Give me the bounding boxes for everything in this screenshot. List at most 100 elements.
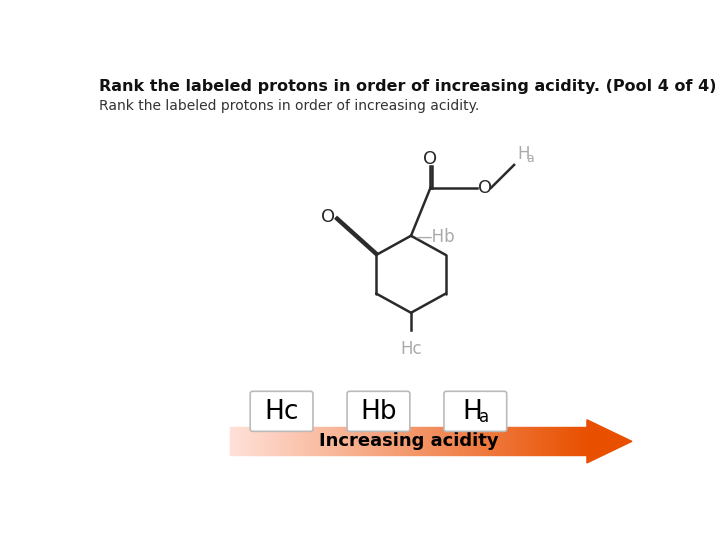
Polygon shape — [342, 427, 345, 455]
Text: a: a — [526, 152, 534, 165]
Polygon shape — [295, 427, 297, 455]
Polygon shape — [257, 427, 259, 455]
Polygon shape — [464, 427, 465, 455]
Polygon shape — [505, 427, 507, 455]
Polygon shape — [485, 427, 487, 455]
Text: H: H — [517, 145, 530, 163]
Polygon shape — [503, 427, 505, 455]
Polygon shape — [530, 427, 532, 455]
Polygon shape — [250, 427, 252, 455]
Polygon shape — [370, 427, 371, 455]
Polygon shape — [353, 427, 355, 455]
Polygon shape — [320, 427, 321, 455]
Polygon shape — [569, 427, 571, 455]
Polygon shape — [309, 427, 310, 455]
Polygon shape — [425, 427, 427, 455]
Polygon shape — [291, 427, 293, 455]
Polygon shape — [402, 427, 403, 455]
Polygon shape — [544, 427, 546, 455]
Polygon shape — [507, 427, 508, 455]
Polygon shape — [360, 427, 363, 455]
Polygon shape — [341, 427, 342, 455]
Polygon shape — [543, 427, 544, 455]
Polygon shape — [282, 427, 284, 455]
Polygon shape — [496, 427, 498, 455]
Polygon shape — [521, 427, 523, 455]
Polygon shape — [330, 427, 332, 455]
Polygon shape — [327, 427, 328, 455]
Polygon shape — [435, 427, 437, 455]
Polygon shape — [498, 427, 500, 455]
Polygon shape — [364, 427, 366, 455]
Polygon shape — [236, 427, 237, 455]
Text: Hb: Hb — [360, 399, 397, 425]
Polygon shape — [587, 420, 632, 463]
Polygon shape — [345, 427, 346, 455]
Polygon shape — [396, 427, 398, 455]
Polygon shape — [573, 427, 574, 455]
Polygon shape — [471, 427, 473, 455]
Polygon shape — [275, 427, 277, 455]
Polygon shape — [439, 427, 440, 455]
Polygon shape — [297, 427, 298, 455]
Text: a: a — [479, 408, 489, 426]
Polygon shape — [501, 427, 503, 455]
Polygon shape — [286, 427, 287, 455]
Polygon shape — [310, 427, 312, 455]
Polygon shape — [489, 427, 490, 455]
Polygon shape — [305, 427, 307, 455]
Polygon shape — [518, 427, 519, 455]
Polygon shape — [316, 427, 317, 455]
Polygon shape — [284, 427, 286, 455]
Polygon shape — [254, 427, 255, 455]
Polygon shape — [352, 427, 353, 455]
Polygon shape — [279, 427, 280, 455]
Polygon shape — [272, 427, 273, 455]
Polygon shape — [539, 427, 541, 455]
Polygon shape — [321, 427, 323, 455]
Polygon shape — [339, 427, 341, 455]
Polygon shape — [511, 427, 512, 455]
Polygon shape — [307, 427, 309, 455]
Polygon shape — [490, 427, 493, 455]
Polygon shape — [487, 427, 489, 455]
Polygon shape — [382, 427, 384, 455]
Polygon shape — [328, 427, 330, 455]
Polygon shape — [468, 427, 469, 455]
Polygon shape — [465, 427, 468, 455]
Text: —Hb: —Hb — [415, 228, 455, 246]
Polygon shape — [300, 427, 302, 455]
Polygon shape — [541, 427, 543, 455]
Polygon shape — [476, 427, 478, 455]
Polygon shape — [266, 427, 268, 455]
Polygon shape — [581, 427, 583, 455]
Polygon shape — [475, 427, 476, 455]
Text: Increasing acidity: Increasing acidity — [319, 432, 498, 450]
Polygon shape — [462, 427, 464, 455]
Polygon shape — [563, 427, 566, 455]
Polygon shape — [536, 427, 537, 455]
Polygon shape — [407, 427, 409, 455]
Polygon shape — [512, 427, 514, 455]
Polygon shape — [550, 427, 551, 455]
Polygon shape — [532, 427, 533, 455]
Polygon shape — [403, 427, 405, 455]
Polygon shape — [580, 427, 581, 455]
Polygon shape — [230, 427, 232, 455]
Polygon shape — [377, 427, 378, 455]
Polygon shape — [232, 427, 234, 455]
Polygon shape — [567, 427, 569, 455]
Text: H: H — [463, 399, 482, 425]
Polygon shape — [482, 427, 483, 455]
Polygon shape — [363, 427, 364, 455]
Polygon shape — [514, 427, 516, 455]
Polygon shape — [287, 427, 290, 455]
Polygon shape — [483, 427, 485, 455]
Polygon shape — [277, 427, 279, 455]
Polygon shape — [585, 427, 587, 455]
Polygon shape — [553, 427, 555, 455]
Polygon shape — [444, 427, 446, 455]
Polygon shape — [312, 427, 314, 455]
Polygon shape — [418, 427, 420, 455]
Polygon shape — [560, 427, 562, 455]
